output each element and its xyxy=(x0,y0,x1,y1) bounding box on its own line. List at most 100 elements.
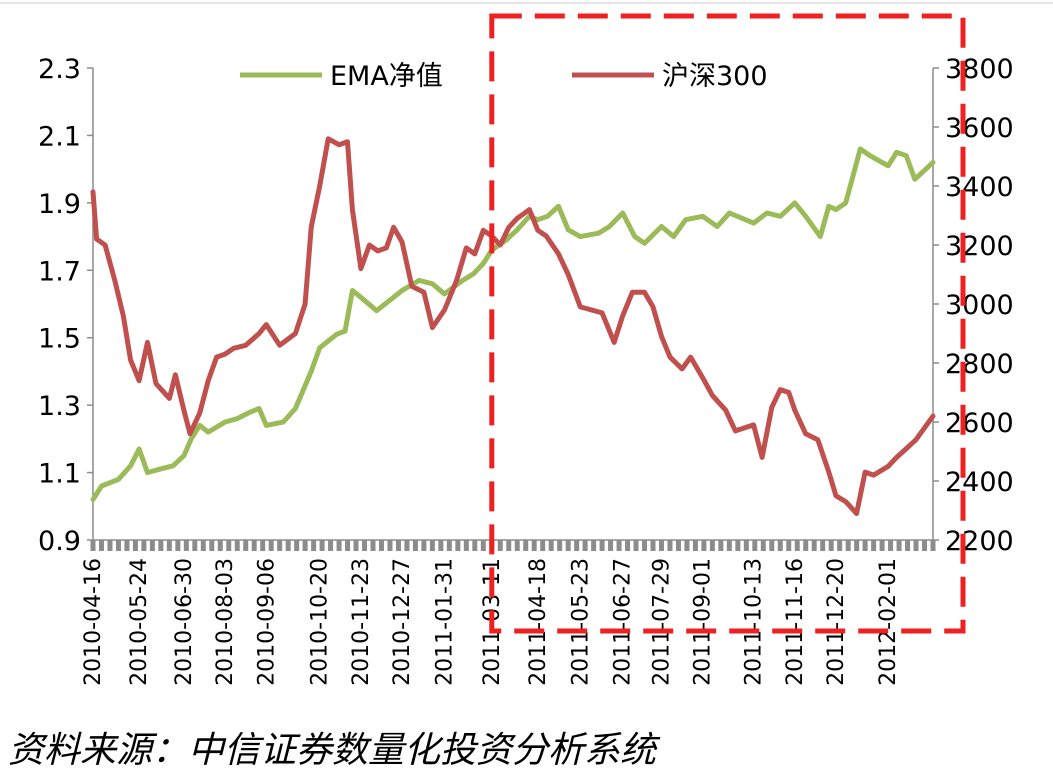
x-tick-mark xyxy=(930,540,936,551)
x-tick-mark xyxy=(217,540,223,551)
x-tick-mark xyxy=(277,540,283,551)
left-tick-label: 1.9 xyxy=(38,189,81,220)
x-tick-mark xyxy=(353,540,359,551)
x-tick-label: 2010-04-16 xyxy=(81,558,106,686)
x-tick-mark xyxy=(209,540,215,551)
x-tick-mark xyxy=(565,540,571,551)
x-tick-mark xyxy=(599,540,605,551)
annotations xyxy=(489,13,966,634)
right-tick-label: 3600 xyxy=(945,113,1014,144)
x-tick-mark xyxy=(616,540,622,551)
x-tick-mark xyxy=(862,540,868,551)
x-tick-mark xyxy=(913,540,919,551)
x-tick-mark xyxy=(896,540,902,551)
x-tick-mark xyxy=(625,540,631,551)
series-line-hs300 xyxy=(90,136,936,516)
x-tick-mark xyxy=(591,540,597,551)
x-tick-mark xyxy=(811,540,817,551)
x-tick-mark xyxy=(557,540,563,551)
x-tick-label: 2011-07-29 xyxy=(649,558,674,686)
x-tick-mark xyxy=(285,540,291,551)
x-tick-mark xyxy=(658,540,664,551)
x-tick-mark xyxy=(548,540,554,551)
x-tick-label: 2011-05-23 xyxy=(568,558,593,686)
x-tick-mark xyxy=(362,540,368,551)
x-tick-mark xyxy=(718,540,724,551)
x-tick-label: 2010-12-27 xyxy=(390,558,415,686)
x-tick-mark xyxy=(200,540,206,551)
x-tick-mark xyxy=(132,540,138,551)
x-tick-mark xyxy=(107,540,113,551)
x-tick-mark xyxy=(769,540,775,551)
right-tick-label: 3000 xyxy=(945,290,1014,321)
left-tick-label: 1.5 xyxy=(38,324,81,355)
x-tick-mark xyxy=(692,540,698,551)
x-tick-mark xyxy=(845,540,851,551)
right-tick-label: 3400 xyxy=(945,172,1014,203)
x-tick-mark xyxy=(709,540,715,551)
left-tick-label: 2.1 xyxy=(38,121,81,152)
x-tick-mark xyxy=(803,540,809,551)
x-tick-mark xyxy=(684,540,690,551)
x-tick-mark xyxy=(404,540,410,551)
right-tick-label: 2600 xyxy=(945,408,1014,439)
right-tick-label: 3800 xyxy=(945,54,1014,85)
x-tick-mark xyxy=(183,540,189,551)
highlight-dashed-box xyxy=(489,13,966,634)
x-tick-mark xyxy=(166,540,172,551)
x-tick-mark xyxy=(726,540,732,551)
x-tick-mark xyxy=(506,540,512,551)
x-tick-mark xyxy=(701,540,707,551)
x-tick-label: 2012-02-01 xyxy=(876,558,901,686)
x-tick-mark xyxy=(446,540,452,551)
x-tick-label: 2010-05-24 xyxy=(127,558,152,686)
legend-label-ema: EMA净值 xyxy=(330,61,443,92)
x-tick-mark xyxy=(294,540,300,551)
x-tick-mark xyxy=(675,540,681,551)
source-note: 资料来源：中信证券数量化投资分析系统 xyxy=(8,730,661,771)
x-tick-mark xyxy=(319,540,325,551)
x-tick-mark xyxy=(820,540,826,551)
x-tick-mark xyxy=(234,540,240,551)
x-tick-label: 2011-12-20 xyxy=(824,558,849,686)
x-tick-mark xyxy=(582,540,588,551)
axes: 0.9 1.1 1.3 1.5 1.7 1.9 2.1 2.3 2200 2400 2600 2800… xyxy=(38,54,1014,686)
x-tick-mark xyxy=(226,540,232,551)
x-tick-mark xyxy=(149,540,155,551)
x-tick-mark xyxy=(497,540,503,551)
x-tick-label: 2011-10-13 xyxy=(742,558,767,686)
x-tick-mark xyxy=(760,540,766,551)
x-tick-mark xyxy=(608,540,614,551)
x-tick-mark xyxy=(743,540,749,551)
x-tick-mark xyxy=(650,540,656,551)
x-tick-mark xyxy=(574,540,580,551)
left-tick-label: 2.3 xyxy=(38,54,81,85)
x-tick-mark xyxy=(922,540,928,551)
x-tick-mark xyxy=(786,540,792,551)
x-tick-mark xyxy=(98,540,104,551)
x-tick-mark xyxy=(243,540,249,551)
x-tick-mark xyxy=(480,540,486,551)
x-tick-mark xyxy=(115,540,121,551)
x-tick-mark xyxy=(472,540,478,551)
x-tick-mark xyxy=(455,540,461,551)
x-tick-mark xyxy=(302,540,308,551)
x-tick-label: 2011-04-18 xyxy=(526,558,551,686)
x-tick-mark xyxy=(429,540,435,551)
x-tick-mark xyxy=(642,540,648,551)
x-tick-mark xyxy=(905,540,911,551)
x-tick-mark xyxy=(158,540,164,551)
x-tick-mark xyxy=(828,540,834,551)
left-tick-label: 1.1 xyxy=(38,459,81,490)
x-tick-mark xyxy=(395,540,401,551)
x-tick-mark xyxy=(837,540,843,551)
x-tick-mark xyxy=(387,540,393,551)
x-tick-mark xyxy=(378,540,384,551)
x-tick-mark xyxy=(421,540,427,551)
x-tick-mark xyxy=(328,540,334,551)
right-tick-label: 2200 xyxy=(945,526,1014,557)
x-tick-mark xyxy=(514,540,520,551)
x-tick-mark xyxy=(888,540,894,551)
x-tick-mark xyxy=(268,540,274,551)
